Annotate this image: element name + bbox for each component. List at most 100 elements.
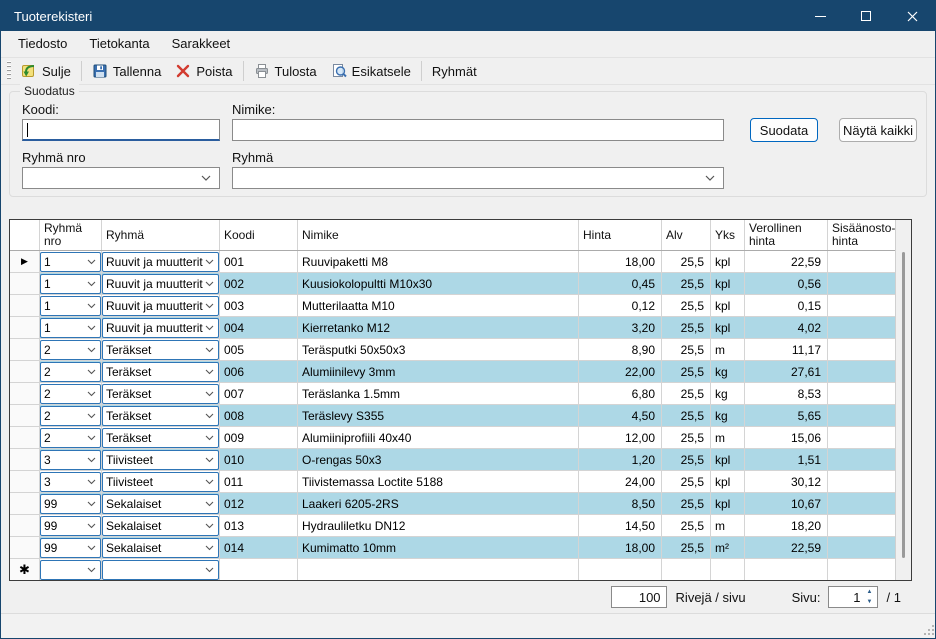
column-header-alv[interactable]: Alv bbox=[662, 220, 711, 250]
nimike-cell[interactable]: Alumiinilevy 3mm bbox=[298, 361, 579, 382]
sisaanosto-cell[interactable] bbox=[828, 449, 895, 470]
verollinen-cell[interactable]: 10,67 bbox=[745, 493, 828, 514]
koodi-cell[interactable]: 014 bbox=[220, 537, 298, 558]
sisaanosto-cell[interactable] bbox=[828, 339, 895, 360]
close-button[interactable] bbox=[889, 1, 935, 31]
row-selector[interactable] bbox=[10, 361, 40, 382]
resize-grip[interactable] bbox=[922, 623, 935, 636]
alv-cell[interactable]: 25,5 bbox=[662, 317, 711, 338]
column-header-gnro[interactable]: Ryhmä nro bbox=[40, 220, 102, 250]
nimike-cell[interactable]: Hydrauliletku DN12 bbox=[298, 515, 579, 536]
alv-cell[interactable]: 25,5 bbox=[662, 361, 711, 382]
row-selector[interactable] bbox=[10, 449, 40, 470]
yks-cell[interactable]: kg bbox=[711, 405, 745, 426]
hinta-cell[interactable]: 4,50 bbox=[579, 405, 662, 426]
sisaanosto-cell[interactable] bbox=[828, 405, 895, 426]
ryhma_nro-combo[interactable] bbox=[40, 559, 101, 580]
alv-cell[interactable]: 25,5 bbox=[662, 339, 711, 360]
koodi-cell[interactable] bbox=[220, 559, 298, 580]
yks-cell[interactable]: kpl bbox=[711, 251, 745, 272]
nimike-cell[interactable]: Mutterilaatta M10 bbox=[298, 295, 579, 316]
toolbar-button-tulosta[interactable]: Tulosta bbox=[247, 61, 324, 81]
hinta-cell[interactable]: 6,80 bbox=[579, 383, 662, 404]
ryhma_nro-combo[interactable]: 2 bbox=[40, 427, 101, 448]
spin-down-button[interactable]: ▼ bbox=[866, 599, 873, 605]
nimike-cell[interactable] bbox=[298, 559, 579, 580]
verollinen-cell[interactable]: 5,65 bbox=[745, 405, 828, 426]
ryhma_nro-combo[interactable]: 2 bbox=[40, 405, 101, 426]
koodi-cell[interactable]: 001 bbox=[220, 251, 298, 272]
alv-cell[interactable]: 25,5 bbox=[662, 537, 711, 558]
sisaanosto-cell[interactable] bbox=[828, 295, 895, 316]
hinta-cell[interactable]: 0,12 bbox=[579, 295, 662, 316]
alv-cell[interactable]: 25,5 bbox=[662, 251, 711, 272]
koodi-filter-input[interactable] bbox=[22, 119, 220, 141]
hinta-cell[interactable]: 18,00 bbox=[579, 251, 662, 272]
nimike-filter-input[interactable] bbox=[232, 119, 724, 141]
row-selector[interactable] bbox=[10, 493, 40, 514]
ryhma-combo[interactable]: Sekalaiset bbox=[102, 537, 219, 558]
alv-cell[interactable]: 25,5 bbox=[662, 515, 711, 536]
nimike-cell[interactable]: Kierretanko M12 bbox=[298, 317, 579, 338]
ryhma-combo[interactable]: Teräkset bbox=[102, 361, 219, 382]
maximize-button[interactable] bbox=[843, 1, 889, 31]
koodi-cell[interactable]: 006 bbox=[220, 361, 298, 382]
menu-item-tietokanta[interactable]: Tietokanta bbox=[89, 36, 150, 51]
ryhma_nro-combo[interactable]: 2 bbox=[40, 339, 101, 360]
column-header-ver[interactable]: Verollinen hinta bbox=[745, 220, 828, 250]
row-selector[interactable] bbox=[10, 515, 40, 536]
row-selector[interactable] bbox=[10, 405, 40, 426]
verollinen-cell[interactable]: 22,59 bbox=[745, 537, 828, 558]
hinta-cell[interactable]: 12,00 bbox=[579, 427, 662, 448]
koodi-cell[interactable]: 007 bbox=[220, 383, 298, 404]
nimike-cell[interactable]: Kuusiokolopultti M10x30 bbox=[298, 273, 579, 294]
alv-cell[interactable] bbox=[662, 559, 711, 580]
row-selector[interactable] bbox=[10, 427, 40, 448]
sisaanosto-cell[interactable] bbox=[828, 383, 895, 404]
nimike-cell[interactable]: Teräsputki 50x50x3 bbox=[298, 339, 579, 360]
koodi-cell[interactable]: 004 bbox=[220, 317, 298, 338]
column-header-sel[interactable] bbox=[10, 220, 40, 250]
sisaanosto-cell[interactable] bbox=[828, 317, 895, 338]
ryhma-combo[interactable]: Teräkset bbox=[102, 427, 219, 448]
row-selector[interactable] bbox=[10, 471, 40, 492]
page-spinner[interactable]: 1 ▲ ▼ bbox=[827, 586, 878, 608]
column-header-grp[interactable]: Ryhmä bbox=[102, 220, 220, 250]
yks-cell[interactable]: m bbox=[711, 515, 745, 536]
sisaanosto-cell[interactable] bbox=[828, 537, 895, 558]
minimize-button[interactable] bbox=[797, 1, 843, 31]
toolbar-button-esikatsele[interactable]: Esikatsele bbox=[324, 61, 418, 81]
ryhma_nro-combo[interactable]: 99 bbox=[40, 515, 101, 536]
ryhma-combo[interactable]: Ruuvit ja muutterit bbox=[102, 295, 219, 316]
column-header-yks[interactable]: Yks bbox=[711, 220, 745, 250]
row-selector[interactable]: ▶ bbox=[10, 251, 40, 272]
koodi-cell[interactable]: 013 bbox=[220, 515, 298, 536]
menu-item-tiedosto[interactable]: Tiedosto bbox=[18, 36, 68, 51]
ryhma-combo[interactable]: Teräkset bbox=[102, 383, 219, 404]
yks-cell[interactable]: kpl bbox=[711, 471, 745, 492]
ryhma_nro-combo[interactable]: 1 bbox=[40, 273, 101, 294]
ryhma_nro-combo[interactable]: 3 bbox=[40, 471, 101, 492]
hinta-cell[interactable]: 18,00 bbox=[579, 537, 662, 558]
row-selector[interactable] bbox=[10, 383, 40, 404]
verollinen-cell[interactable]: 0,56 bbox=[745, 273, 828, 294]
ryhma-combo[interactable]: Sekalaiset bbox=[102, 515, 219, 536]
sisaanosto-cell[interactable] bbox=[828, 251, 895, 272]
nimike-cell[interactable]: Kumimatto 10mm bbox=[298, 537, 579, 558]
koodi-cell[interactable]: 010 bbox=[220, 449, 298, 470]
alv-cell[interactable]: 25,5 bbox=[662, 383, 711, 404]
alv-cell[interactable]: 25,5 bbox=[662, 295, 711, 316]
hinta-cell[interactable]: 8,50 bbox=[579, 493, 662, 514]
verollinen-cell[interactable]: 18,20 bbox=[745, 515, 828, 536]
sisaanosto-cell[interactable] bbox=[828, 559, 895, 580]
ryhma-combo[interactable]: Tiivisteet bbox=[102, 471, 219, 492]
yks-cell[interactable]: kpl bbox=[711, 449, 745, 470]
ryhma_nro-combo[interactable]: 1 bbox=[40, 295, 101, 316]
ryhma_nro-combo[interactable]: 99 bbox=[40, 493, 101, 514]
sisaanosto-cell[interactable] bbox=[828, 273, 895, 294]
ryhma-combo[interactable]: Ruuvit ja muutterit bbox=[102, 251, 219, 272]
alv-cell[interactable]: 25,5 bbox=[662, 471, 711, 492]
koodi-cell[interactable]: 005 bbox=[220, 339, 298, 360]
yks-cell[interactable]: m bbox=[711, 339, 745, 360]
verollinen-cell[interactable]: 1,51 bbox=[745, 449, 828, 470]
